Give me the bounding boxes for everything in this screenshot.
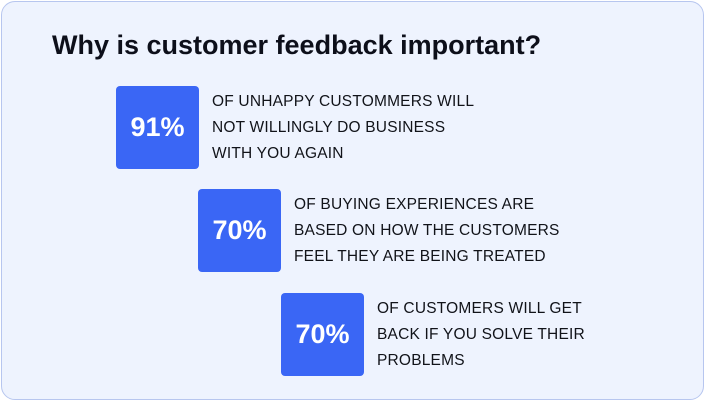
stat-value-badge: 91% [116,86,199,169]
stat-description-line: OF UNHAPPY CUSTOMMERS WILL [212,92,475,110]
stat-description-line: FEEL THEY ARE BEING TREATED [294,247,546,265]
stat-description-line: PROBLEMS [377,351,465,369]
stat-description-line: OF BUYING EXPERIENCES ARE [294,195,535,213]
stat-description-line: NOT WILLINGLY DO BUSINESS [212,118,446,136]
stat-item-unhappy-customers: 91% OF UNHAPPY CUSTOMMERS WILL NOT WILLI… [116,86,502,169]
stat-description-line: WITH YOU AGAIN [212,144,344,162]
stat-value-badge: 70% [281,293,364,376]
stat-description: OF BUYING EXPERIENCES ARE BASED ON HOW T… [294,192,584,270]
stat-item-customers-return: 70% OF CUSTOMERS WILL GET BACK IF YOU SO… [281,293,667,376]
stat-description-line: OF CUSTOMERS WILL GET [377,299,582,317]
stat-description: OF UNHAPPY CUSTOMMERS WILL NOT WILLINGLY… [212,89,502,167]
page-title: Why is customer feedback important? [52,30,542,60]
stat-item-buying-experiences: 70% OF BUYING EXPERIENCES ARE BASED ON H… [198,189,584,272]
stat-description-line: BASED ON HOW THE CUSTOMERS [294,221,560,239]
stat-description-line: BACK IF YOU SOLVE THEIR [377,325,585,343]
stat-value-badge: 70% [198,189,281,272]
stat-description: OF CUSTOMERS WILL GET BACK IF YOU SOLVE … [377,296,667,374]
